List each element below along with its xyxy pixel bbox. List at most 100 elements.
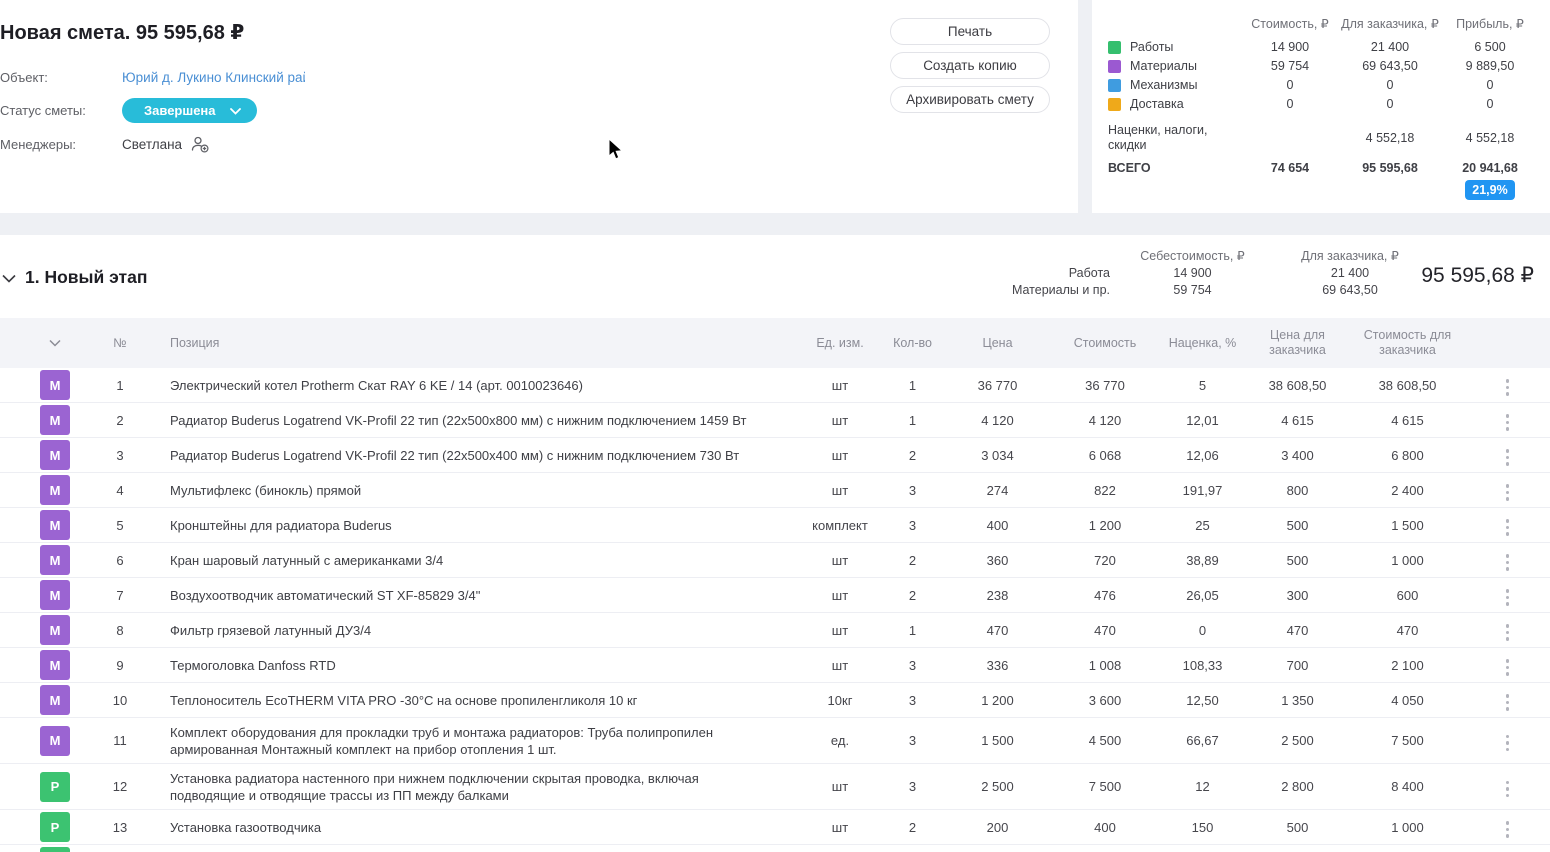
table-row: М 2 Радиатор Buderus Logatrend VK-Profil… (0, 403, 1550, 438)
row-menu-icon[interactable] (1502, 777, 1514, 802)
summary-row-label: Материалы (1130, 59, 1197, 73)
item-cost: 720 (1094, 552, 1116, 568)
item-unit: шт (831, 779, 849, 794)
table-row: М 8 Фильтр грязевой латунный ДУ3/4 шт 1 … (0, 613, 1550, 648)
summary-row-label: Механизмы (1130, 78, 1198, 92)
table-row: М 7 Воздухоотводчик автоматический ST XF… (0, 578, 1550, 613)
item-unit: шт (831, 377, 849, 393)
summary-row-client: 0 (1386, 97, 1394, 111)
status-dropdown[interactable]: Завершена (122, 98, 257, 123)
item-client-price: 300 (1286, 587, 1309, 603)
header-collapse-icon[interactable] (40, 336, 70, 351)
item-qty: 2 (908, 819, 917, 835)
item-name: Теплоноситель EcoTHERM VITA PRO -30°C на… (170, 692, 638, 708)
total-cost: 74 654 (1270, 161, 1310, 175)
status-label: Статус сметы: (0, 103, 86, 118)
item-client-price: 500 (1286, 517, 1309, 533)
item-unit: шт (831, 657, 849, 673)
item-client-cost: 2 100 (1391, 657, 1424, 673)
item-markup: 12,50 (1186, 692, 1219, 708)
row-menu-icon[interactable] (1502, 445, 1514, 470)
item-qty: 2 (908, 447, 917, 463)
item-name: Кронштейны для радиатора Buderus (170, 517, 392, 533)
item-name: Электрический котел Protherm Скат RAY 6 … (170, 377, 583, 393)
item-markup: 0 (1198, 622, 1207, 638)
row-menu-icon[interactable] (1502, 410, 1514, 435)
add-manager-icon[interactable] (190, 135, 210, 153)
item-markup: 66,67 (1186, 733, 1219, 748)
row-menu-icon[interactable] (1502, 620, 1514, 645)
summary-header: Стоимость, ₽ Для заказчика, ₽ Прибыль, ₽ (1108, 16, 1534, 31)
item-price: 4 120 (981, 412, 1014, 428)
stage-col-cost: Себестоимость, ₽ (1140, 249, 1245, 263)
item-name: Термоголовка Danfoss RTD (170, 657, 336, 673)
item-number: 13 (112, 819, 128, 835)
item-client-cost: 1 000 (1391, 819, 1424, 835)
legend-color-swatch (1108, 59, 1121, 73)
table-row: М 11 Комплект оборудования для прокладки… (0, 718, 1550, 764)
print-button[interactable]: Печать (890, 18, 1050, 45)
legend-color-swatch (1108, 40, 1121, 54)
status-row: Статус сметы: Завершена (0, 98, 1078, 123)
summary-row: Механизмы 0 0 0 (1108, 78, 1534, 92)
item-type-badge: М (40, 405, 70, 435)
stage-work-client: 21 400 (1330, 266, 1370, 280)
item-name: Комплект оборудования для прокладки труб… (170, 724, 714, 757)
item-number: 12 (112, 779, 128, 794)
item-name: Фильтр грязевой латунный ДУ3/4 (170, 622, 372, 638)
item-price: 1 200 (981, 692, 1014, 708)
stage-stats: Себестоимость, ₽ Для заказчика, ₽ Работа… (1000, 248, 1425, 297)
item-cost: 476 (1094, 587, 1116, 603)
item-price: 400 (986, 517, 1009, 533)
row-menu-icon[interactable] (1502, 515, 1514, 540)
markup-row: Наценки, налоги, скидки 4 552,18 4 552,1… (1108, 123, 1534, 153)
col-client-cost: Стоимость для заказчика (1363, 328, 1452, 357)
item-markup: 12,01 (1186, 412, 1219, 428)
status-value: Завершена (144, 103, 216, 118)
copy-button[interactable]: Создать копию (890, 52, 1050, 79)
item-client-cost: 6 800 (1391, 447, 1424, 463)
row-menu-icon[interactable] (1502, 585, 1514, 610)
table-row: Р 12 Установка радиатора настенного при … (0, 764, 1550, 810)
item-number: 10 (112, 692, 128, 708)
items-table-body: М 1 Электрический котел Protherm Скат RA… (0, 368, 1550, 852)
item-cost: 36 770 (1085, 377, 1125, 393)
row-menu-icon[interactable] (1502, 731, 1514, 756)
item-number: 7 (116, 587, 124, 603)
item-client-cost: 7 500 (1391, 733, 1424, 748)
item-price: 336 (986, 657, 1009, 673)
markup-client: 4 552,18 (1365, 131, 1415, 145)
item-client-cost: 4 615 (1391, 412, 1424, 428)
row-menu-icon[interactable] (1502, 550, 1514, 575)
item-type-badge: М (40, 725, 70, 756)
item-markup: 26,05 (1186, 587, 1219, 603)
page-title: Новая смета. 95 595,68 ₽ (0, 22, 245, 44)
summary-row-client: 69 643,50 (1362, 59, 1418, 73)
row-menu-icon[interactable] (1502, 690, 1514, 715)
item-type-badge: М (40, 615, 70, 645)
item-client-price: 3 400 (1281, 447, 1314, 463)
row-menu-icon[interactable] (1502, 480, 1514, 505)
stage-title[interactable]: 1. Новый этап (2, 267, 147, 288)
object-row: Объект: Юрий д. Лукино Клинский район (0, 67, 1078, 87)
item-cost: 7 500 (1088, 779, 1122, 794)
item-number: 5 (116, 517, 124, 533)
item-type-badge: Р (40, 847, 70, 852)
row-menu-icon[interactable] (1502, 817, 1514, 842)
archive-button[interactable]: Архивировать смету (890, 86, 1050, 113)
item-cost: 400 (1094, 819, 1116, 835)
total-client: 95 595,68 (1362, 161, 1418, 175)
item-number: 1 (116, 377, 124, 393)
row-menu-icon[interactable] (1502, 655, 1514, 680)
item-type-badge: М (40, 650, 70, 680)
item-client-price: 700 (1286, 657, 1309, 673)
object-link[interactable]: Юрий д. Лукино Клинский район (122, 69, 305, 85)
stage-work-label: Работа (1068, 266, 1110, 280)
summary-row-profit: 0 (1486, 97, 1494, 111)
row-menu-icon[interactable] (1502, 375, 1514, 400)
col-price: Цена (982, 335, 1013, 350)
item-qty: 1 (908, 412, 917, 428)
managers-row: Менеджеры: Светлана (0, 134, 1078, 154)
col-cost: Стоимость (1073, 335, 1137, 350)
chevron-down-icon (229, 103, 241, 118)
